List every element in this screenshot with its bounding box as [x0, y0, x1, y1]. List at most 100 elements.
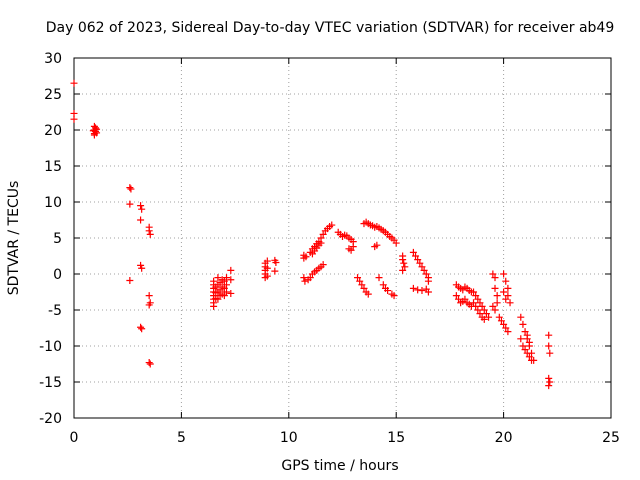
data-point [223, 281, 231, 289]
data-point [146, 299, 154, 307]
y-tick-label: -15 [39, 375, 62, 391]
data-point [227, 289, 235, 297]
data-point [384, 287, 392, 295]
data-point [220, 292, 228, 300]
data-point [500, 320, 508, 328]
data-point [517, 313, 525, 321]
data-point [521, 346, 529, 354]
data-point [263, 264, 271, 272]
data-point [70, 79, 78, 87]
data-point [358, 281, 366, 289]
data-point [379, 281, 387, 289]
data-point [300, 274, 308, 282]
data-point [545, 374, 553, 382]
data-point [223, 274, 231, 282]
data-point [227, 276, 235, 284]
data-point [472, 292, 480, 300]
data-point [504, 328, 512, 336]
data-point [418, 287, 426, 295]
data-point [452, 292, 460, 300]
data-point [470, 299, 478, 307]
data-point [354, 274, 362, 282]
data-point [146, 230, 154, 238]
data-point [491, 284, 499, 292]
data-point [502, 324, 510, 332]
data-point [145, 359, 153, 367]
data-point [422, 270, 430, 278]
data-point [70, 115, 78, 123]
data-point [220, 284, 228, 292]
data-point [502, 295, 510, 303]
data-point [399, 256, 407, 264]
data-point [519, 320, 527, 328]
x-tick-label: 20 [495, 430, 513, 446]
data-point [545, 382, 553, 390]
data-point [364, 290, 372, 298]
y-tick-label: -5 [48, 303, 62, 319]
data-point [472, 302, 480, 310]
data-point [145, 292, 153, 300]
data-point [399, 266, 407, 274]
data-point [416, 259, 424, 267]
data-point [454, 295, 462, 303]
data-point [504, 292, 512, 300]
data-points [70, 79, 554, 390]
data-point [375, 274, 383, 282]
data-point [401, 263, 409, 271]
y-axis-label: SDTVAR / TECUs [6, 181, 22, 296]
data-point [504, 284, 512, 292]
data-point [328, 221, 336, 229]
y-tick-label: 15 [44, 159, 62, 175]
data-point [546, 378, 554, 386]
data-point [545, 342, 553, 350]
data-point [517, 335, 525, 343]
data-point [347, 246, 355, 254]
data-point [489, 270, 497, 278]
data-point [528, 356, 536, 364]
data-point [400, 259, 408, 267]
data-point [137, 202, 145, 210]
data-point [319, 230, 327, 238]
data-point [523, 349, 531, 357]
data-point [485, 313, 493, 321]
data-point [356, 277, 364, 285]
data-point [137, 216, 145, 224]
data-point [424, 277, 432, 285]
data-point [349, 243, 357, 251]
chart-title: Day 062 of 2023, Sidereal Day-to-day VTE… [46, 20, 615, 36]
data-point [220, 277, 228, 285]
data-point [493, 299, 501, 307]
data-point [506, 299, 514, 307]
data-point [502, 277, 510, 285]
data-point [461, 295, 469, 303]
data-point [476, 310, 484, 318]
data-point [126, 200, 134, 208]
data-point [525, 338, 533, 346]
data-point [272, 258, 280, 266]
data-point [302, 253, 310, 261]
data-point [476, 299, 484, 307]
data-point [137, 323, 145, 331]
data-point [424, 288, 432, 296]
data-point [500, 270, 508, 278]
data-point [360, 284, 368, 292]
x-axis-label: GPS time / hours [281, 458, 398, 474]
data-point [412, 252, 420, 260]
data-point [546, 349, 554, 357]
data-point [263, 272, 271, 280]
data-point [414, 256, 422, 264]
data-point [126, 184, 134, 192]
data-point [223, 288, 231, 296]
data-point [271, 267, 279, 275]
y-tick-labels: -20 -15 -10 -5 0 5 10 15 20 25 30 [39, 51, 62, 427]
x-tick-label: 5 [177, 430, 186, 446]
data-point [138, 325, 146, 333]
data-point [495, 313, 503, 321]
data-point [373, 241, 381, 249]
axis-ticks [73, 57, 612, 419]
data-point [418, 263, 426, 271]
data-point [306, 274, 314, 282]
data-point [521, 328, 529, 336]
data-point [491, 306, 499, 314]
data-point [319, 261, 327, 269]
